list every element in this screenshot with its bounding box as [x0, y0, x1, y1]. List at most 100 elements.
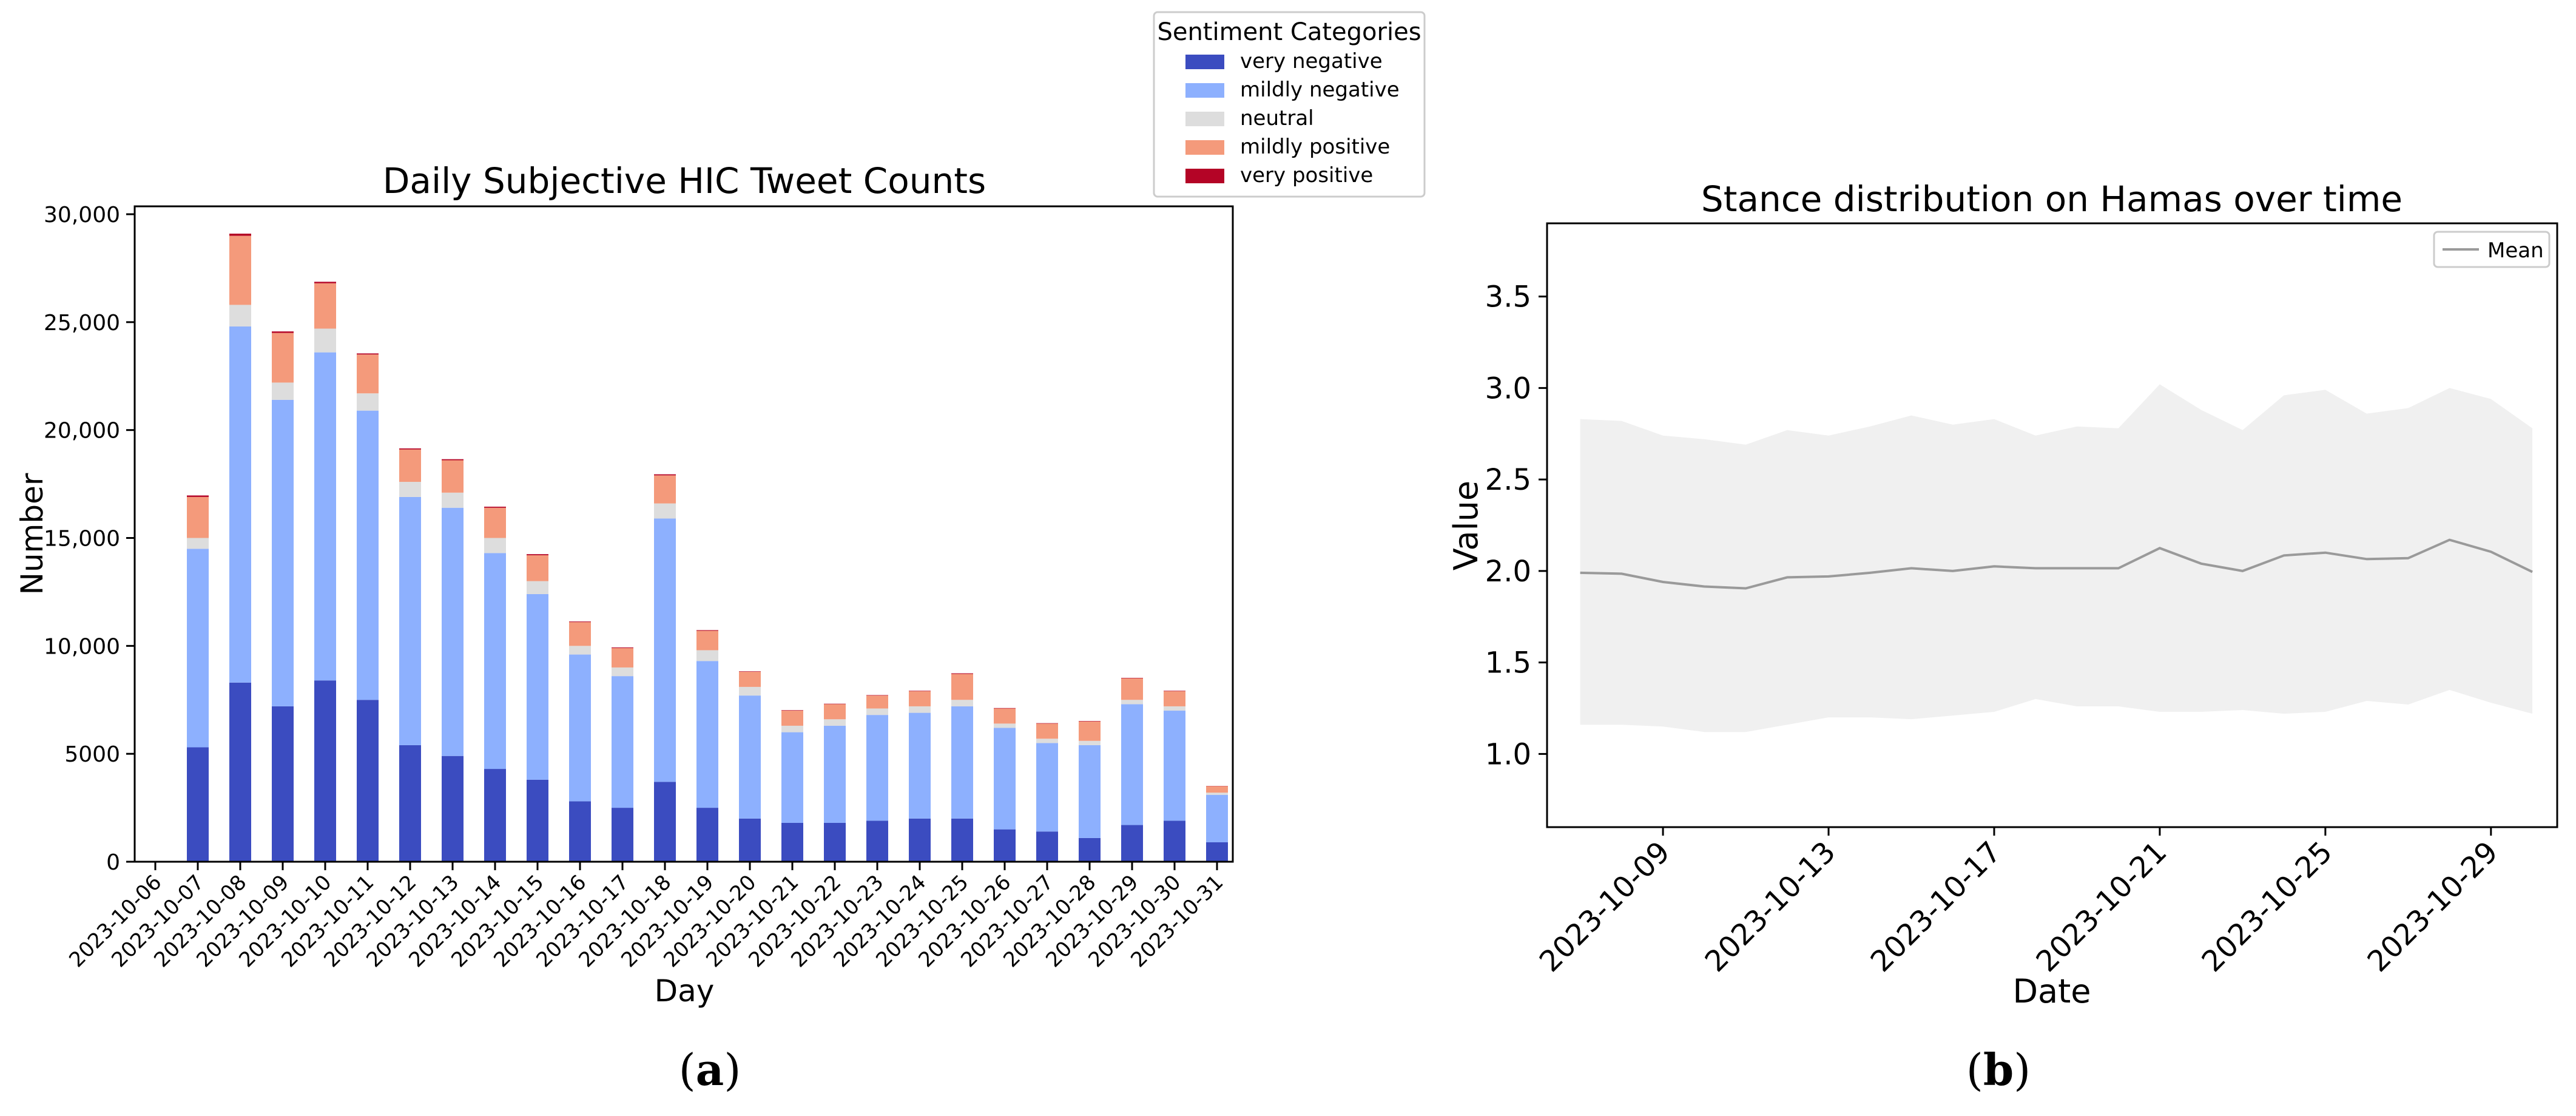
- bar-mildly-negative-2023-10-29: [1121, 704, 1143, 825]
- bar-mildly-positive-2023-10-28: [1079, 721, 1101, 741]
- y-tick-label: 1.0: [1485, 737, 1531, 771]
- y-tick-label: 2.5: [1485, 463, 1531, 497]
- bar-mildly-positive-2023-10-21: [781, 711, 803, 726]
- x-tick-label: 2023-10-13: [1699, 835, 1843, 979]
- caption-a-open: (: [678, 1044, 696, 1095]
- bar-neutral-2023-10-15: [527, 581, 548, 594]
- x-tick-label: 2023-10-29: [2361, 835, 2504, 979]
- bar-mildly-positive-2023-10-16: [569, 622, 591, 646]
- bar-neutral-2023-10-21: [781, 725, 803, 732]
- legend-swatch-mildly-positive: [1185, 140, 1224, 155]
- chart-a-plot-frame: [133, 205, 1234, 863]
- legend-mean-label: Mean: [2487, 238, 2544, 263]
- bar-neutral-2023-10-07: [187, 538, 209, 549]
- chart-a-x-ticks: 2023-10-062023-10-072023-10-082023-10-09…: [64, 862, 1228, 972]
- bar-very-positive-2023-10-10: [314, 282, 336, 283]
- chart-b-plot-frame: [1546, 222, 2558, 828]
- bar-mildly-positive-2023-10-24: [909, 691, 931, 706]
- bar-very-negative-2023-10-22: [824, 822, 846, 862]
- bar-very-positive-2023-10-12: [399, 448, 421, 450]
- caption-a: (a): [679, 1044, 741, 1095]
- bar-mildly-positive-2023-10-30: [1164, 691, 1185, 706]
- bar-neutral-2023-10-26: [994, 723, 1016, 728]
- bar-very-negative-2023-10-08: [229, 682, 251, 862]
- bar-very-positive-2023-10-20: [739, 671, 761, 672]
- bar-very-negative-2023-10-11: [357, 700, 379, 862]
- bar-mildly-negative-2023-10-20: [739, 695, 761, 819]
- legend-label-neutral: neutral: [1240, 106, 1314, 130]
- bar-very-negative-2023-10-30: [1164, 820, 1185, 862]
- bar-mildly-positive-2023-10-11: [357, 354, 379, 394]
- caption-b-open: (: [1966, 1044, 1983, 1095]
- x-tick-label: 2023-10-17: [1864, 835, 2008, 979]
- bar-very-negative-2023-10-18: [654, 782, 676, 862]
- bar-very-negative-2023-10-07: [187, 747, 209, 862]
- bar-mildly-negative-2023-10-09: [272, 399, 294, 706]
- bar-neutral-2023-10-23: [866, 708, 888, 715]
- bar-very-negative-2023-10-09: [272, 706, 294, 862]
- chart-b-ylabel: Value: [1447, 481, 1485, 570]
- bar-mildly-negative-2023-10-13: [442, 507, 464, 756]
- bar-very-positive-2023-10-13: [442, 459, 464, 461]
- bar-neutral-2023-10-18: [654, 503, 676, 519]
- legend-label-very-positive: very positive: [1240, 163, 1373, 188]
- bar-mildly-negative-2023-10-11: [357, 410, 379, 700]
- chart-a-ylabel: Number: [15, 473, 50, 595]
- bar-very-positive-2023-10-27: [1036, 723, 1058, 724]
- bar-neutral-2023-10-14: [484, 538, 506, 553]
- bar-mildly-negative-2023-10-22: [824, 725, 846, 823]
- bar-very-positive-2023-10-09: [272, 331, 294, 333]
- bar-very-positive-2023-10-14: [484, 506, 506, 508]
- bar-mildly-negative-2023-10-27: [1036, 743, 1058, 832]
- bar-mildly-positive-2023-10-07: [187, 496, 209, 538]
- bar-mildly-positive-2023-10-23: [866, 695, 888, 709]
- caption-a-close: ): [724, 1044, 741, 1095]
- bar-mildly-negative-2023-10-12: [399, 496, 421, 745]
- legend-label-mildly-negative: mildly negative: [1240, 78, 1400, 102]
- bar-very-negative-2023-10-15: [527, 779, 548, 862]
- y-tick-label: 2.0: [1485, 555, 1531, 589]
- bar-very-negative-2023-10-12: [399, 745, 421, 862]
- bar-mildly-positive-2023-10-08: [229, 235, 251, 305]
- bar-mildly-negative-2023-10-25: [951, 706, 973, 819]
- y-tick-label: 3.0: [1485, 371, 1531, 405]
- bar-mildly-positive-2023-10-14: [484, 507, 506, 538]
- chart-b-title: Stance distribution on Hamas over time: [1701, 178, 2402, 220]
- caption-b: (b): [1966, 1044, 2031, 1095]
- bar-mildly-negative-2023-10-26: [994, 728, 1016, 830]
- bar-very-negative-2023-10-13: [442, 756, 464, 862]
- bar-very-negative-2023-10-16: [569, 801, 591, 862]
- chart-b-x-ticks: 2023-10-09 2023-10-13 2023-10-17 2023-10-21…: [1533, 827, 2504, 979]
- bar-neutral-2023-10-27: [1036, 739, 1058, 743]
- legend-label-very-negative: very negative: [1240, 49, 1383, 73]
- caption-b-close: ): [2014, 1044, 2031, 1095]
- chart-a-bars: [187, 234, 1228, 862]
- bar-mildly-positive-2023-10-20: [739, 672, 761, 687]
- bar-neutral-2023-10-08: [229, 305, 251, 326]
- x-tick-label: 2023-10-21: [2030, 835, 2174, 979]
- y-tick-label: 10,000: [44, 634, 120, 659]
- bar-neutral-2023-10-19: [696, 650, 718, 661]
- bar-very-negative-2023-10-24: [909, 818, 931, 862]
- bar-very-negative-2023-10-31: [1206, 842, 1228, 862]
- x-tick-label: 2023-10-25: [2196, 835, 2339, 979]
- chart-a-title: Daily Subjective HIC Tweet Counts: [383, 160, 986, 201]
- chart-b-mean-line: [1580, 538, 2533, 590]
- bar-very-positive-2023-10-21: [781, 710, 803, 711]
- bar-mildly-positive-2023-10-09: [272, 333, 294, 383]
- chart-a: Daily Subjective HIC Tweet Counts 0 5000 1…: [15, 11, 1426, 1009]
- legend-swatch-neutral: [1185, 112, 1224, 126]
- bar-very-positive-2023-10-19: [696, 630, 718, 631]
- y-tick-label: 5000: [64, 742, 120, 767]
- caption-b-letter: b: [1983, 1044, 2014, 1095]
- bar-very-positive-2023-10-07: [187, 495, 209, 497]
- bar-mildly-negative-2023-10-21: [781, 732, 803, 823]
- bar-very-negative-2023-10-14: [484, 769, 506, 862]
- bar-mildly-negative-2023-10-17: [612, 676, 633, 808]
- bar-very-positive-2023-10-26: [994, 708, 1016, 709]
- bar-neutral-2023-10-29: [1121, 700, 1143, 705]
- legend-title: Sentiment Categories: [1157, 18, 1421, 46]
- bar-mildly-positive-2023-10-15: [527, 555, 548, 581]
- bar-very-negative-2023-10-29: [1121, 825, 1143, 862]
